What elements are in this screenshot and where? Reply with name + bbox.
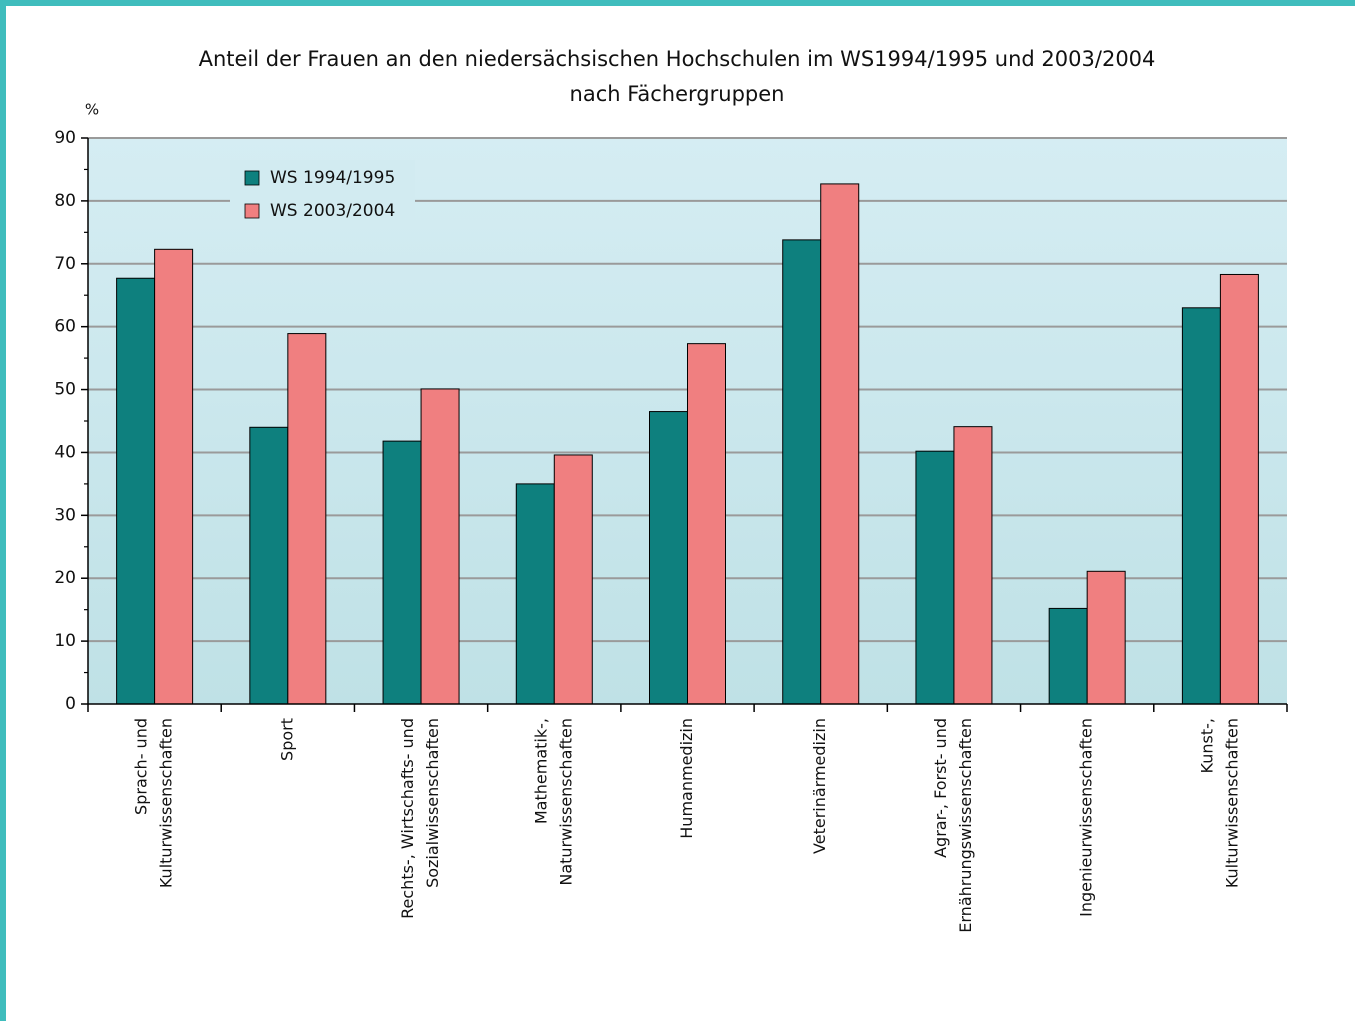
x-tick-label: Ingenieurwissenschaften: [1077, 718, 1096, 917]
y-tick-label: 20: [54, 568, 76, 588]
y-tick-label: 10: [54, 631, 76, 651]
chart-title: nach Fächergruppen: [570, 82, 785, 106]
bar: [515, 483, 555, 705]
x-tick-label: Sozialwissenschaften: [423, 718, 442, 888]
bar: [953, 426, 993, 705]
x-tick-label: Naturwissenschaften: [556, 718, 575, 886]
bar: [915, 450, 955, 705]
y-tick-label: 60: [54, 317, 76, 337]
x-tick-label: Veterinärmedizin: [810, 718, 829, 854]
bar: [116, 277, 156, 705]
bar: [820, 183, 860, 705]
y-tick-label: 70: [54, 254, 76, 274]
legend-label: WS 1994/1995: [270, 168, 395, 188]
x-tick-label: Kulturwissenschaften: [157, 718, 176, 888]
legend-swatch: [244, 203, 260, 219]
y-tick-label: 40: [54, 442, 76, 462]
x-tick-label: Kulturwissenschaften: [1222, 718, 1241, 888]
border-left: [0, 0, 6, 1021]
y-tick-label: 50: [54, 380, 76, 400]
border-top: [0, 0, 1355, 6]
legend-label: WS 2003/2004: [270, 201, 395, 221]
legend-swatch: [244, 170, 260, 186]
x-tick-label: Sport: [277, 718, 296, 761]
bar: [287, 333, 327, 705]
x-tick-label: Humanmedizin: [677, 718, 696, 839]
bar: [382, 440, 422, 705]
x-tick-label: Rechts-, Wirtschafts- und: [398, 718, 417, 919]
bar: [553, 454, 593, 705]
bar: [649, 411, 688, 705]
y-tick-label: 0: [65, 694, 76, 714]
y-tick-label: 80: [54, 191, 76, 211]
y-tick-label: 30: [54, 505, 76, 525]
bar: [1181, 307, 1221, 705]
bar: [249, 426, 289, 705]
bar: [687, 343, 726, 705]
bar: [1048, 607, 1088, 705]
chart-title: Anteil der Frauen an den niedersächsisch…: [199, 47, 1156, 71]
bar: [1086, 570, 1126, 705]
bar: [1219, 273, 1259, 705]
x-tick-label: Sprach- und: [132, 718, 151, 815]
x-tick-label: Kunst-,: [1197, 718, 1216, 773]
x-tick-label: Mathematik-,: [531, 718, 550, 824]
x-tick-label: Agrar-, Forst- und: [931, 718, 950, 858]
y-axis-label: %: [85, 101, 99, 119]
legend-box: [230, 160, 415, 228]
y-tick-label: 90: [54, 128, 76, 148]
bar: [420, 388, 460, 705]
bar: [782, 239, 822, 705]
bar: [154, 248, 194, 705]
x-tick-label: Ernährungswissenschaften: [956, 718, 975, 933]
